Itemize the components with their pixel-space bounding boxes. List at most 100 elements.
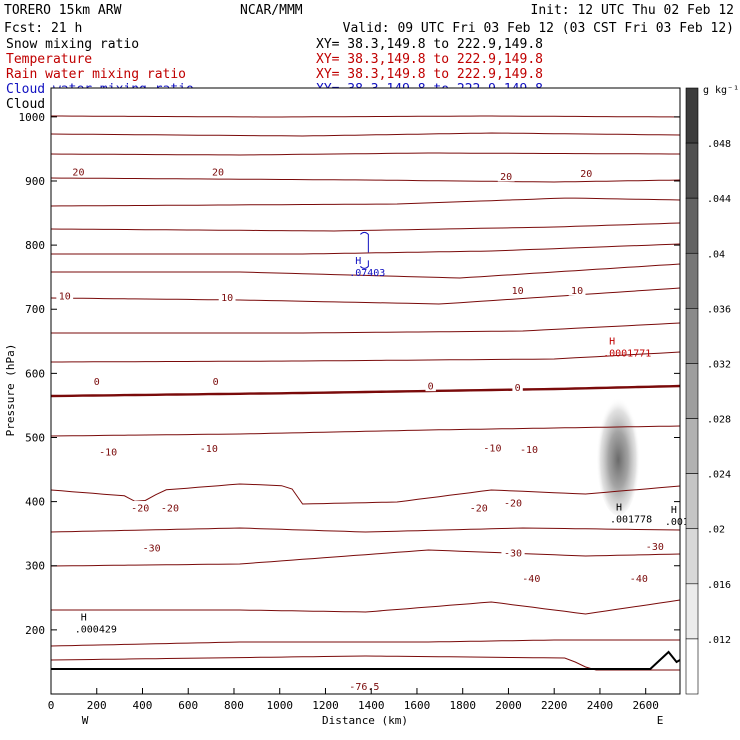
contour-label: 20: [500, 172, 512, 183]
colorbar-tick-label: .032: [707, 359, 731, 370]
contour-label: -76.5: [349, 682, 379, 693]
contour-label: 20: [580, 169, 592, 180]
contour-label: 20: [212, 168, 224, 179]
contour-label-bg: [128, 501, 152, 514]
colorbar-tick-label: .028: [707, 415, 731, 426]
contour-label-bg: [425, 379, 436, 392]
x-tick-label: 200: [87, 699, 107, 712]
colorbar-tick-label: .048: [707, 139, 731, 150]
contour-label: 0: [213, 377, 219, 388]
contour-label: -30: [504, 548, 522, 559]
contour-label-bg: [480, 440, 505, 453]
east-endpoint-label: E: [657, 714, 664, 727]
colorbar-segment: [685, 252, 699, 309]
isotherm-line: [50, 197, 681, 207]
contour-label-bg: [643, 539, 667, 552]
contour-label: -40: [522, 574, 540, 585]
contour-label: -10: [99, 448, 117, 459]
isotherm-line: [51, 263, 681, 279]
y-tick-label: 400: [25, 496, 45, 509]
contour-label: -40: [630, 574, 648, 585]
x-tick-label: 1200: [312, 699, 339, 712]
maximum-value: .000429: [75, 625, 117, 636]
contour-label: -20: [504, 498, 522, 509]
contour-label: -30: [143, 543, 161, 554]
field-name: Rain water mixing ratio: [6, 67, 186, 82]
contour-label-bg: [96, 445, 120, 458]
contour-label-bg: [70, 165, 87, 178]
contour-label-bg: [512, 380, 523, 393]
maximum-marker: H: [616, 502, 622, 513]
x-tick-label: 2200: [541, 699, 568, 712]
isotherm-line: [50, 483, 681, 505]
y-tick-label: 900: [25, 175, 45, 188]
y-tick-label: 800: [25, 239, 45, 252]
contour-label: -20: [470, 504, 488, 515]
x-tick-label: 1800: [449, 699, 476, 712]
colorbar-tick-label: .016: [707, 580, 731, 591]
isotherm-line: [51, 599, 681, 615]
colorbar-segment: [685, 583, 699, 640]
colorbar-segment: [685, 418, 699, 474]
contour-label-bg: [627, 571, 651, 584]
x-tick-label: 2600: [632, 699, 659, 712]
contour-label-bg: [467, 501, 491, 514]
colorbar-tick-label: .044: [707, 194, 731, 205]
contour-label: -30: [646, 542, 664, 553]
y-tick-label: 1000: [19, 111, 46, 124]
colorbar-segment: [685, 87, 699, 144]
colorbar-unit: g kg⁻¹: [703, 85, 739, 96]
x-tick-label: 600: [178, 699, 198, 712]
forecast-hour: Fcst: 21 h: [4, 21, 82, 36]
isotherm-line: [50, 152, 680, 156]
isotherm-line: [51, 351, 681, 363]
contour-label: -20: [161, 504, 179, 515]
isotherm-line: [50, 222, 681, 232]
contour-label-bg: [140, 540, 164, 553]
y-tick-label: 700: [25, 303, 45, 316]
isotherm-line: [51, 115, 681, 118]
contour-label-bg: [577, 166, 595, 179]
field-xy: XY= 38.3,149.8 to 222.9,149.8: [316, 37, 543, 52]
colorbar-tick-label: .036: [707, 304, 731, 315]
terrain-line: [51, 650, 681, 670]
isotherm-line: [50, 549, 681, 567]
isotherm-line: [50, 425, 681, 437]
x-tick-label: 2000: [495, 699, 522, 712]
colorbar-tick-label: .024: [707, 470, 731, 481]
cloud-water-contour: [360, 231, 369, 269]
y-tick-label: 500: [25, 431, 45, 444]
y-axis-label: Pressure (hPa): [4, 344, 17, 437]
colorbar-segment: [685, 308, 699, 364]
contour-label: 10: [59, 291, 71, 302]
x-axis-label: Distance (km): [322, 714, 408, 727]
contour-label-bg: [519, 571, 543, 584]
cloud-ice-shade: [596, 391, 641, 516]
contour-label-bg: [501, 545, 525, 558]
isotherm-line: [50, 132, 681, 137]
west-endpoint-label: W: [82, 714, 89, 727]
contour-label-bg: [209, 165, 227, 178]
contour-label-bg: [501, 495, 525, 508]
colorbar: .012 .016 .02 .024 .028 .032 .036 .04 .044 .048 g …: [685, 85, 739, 695]
x-axis: 0 200 400 600 800 1000 1200 1400 1600 1800 2000 220…: [48, 688, 659, 712]
x-tick-label: 0: [48, 699, 55, 712]
isotherm-line: [50, 177, 681, 183]
x-tick-label: 2400: [587, 699, 614, 712]
maximum-marker: H: [355, 256, 361, 267]
contour-label-bg: [218, 290, 236, 303]
contour-label-bg: [91, 374, 102, 387]
isotherm-line: [50, 527, 681, 533]
org-title: NCAR/MMM: [240, 3, 303, 18]
x-tick-label: 800: [224, 699, 244, 712]
colorbar-segment: [685, 473, 699, 530]
model-title: TORERO 15km ARW: [4, 3, 122, 18]
y-tick-label: 600: [25, 367, 45, 380]
contour-label-bg: [517, 442, 541, 455]
contour-label-bg: [346, 679, 383, 692]
cloud-ice-shading: [596, 391, 641, 516]
x-tick-label: 400: [133, 699, 153, 712]
